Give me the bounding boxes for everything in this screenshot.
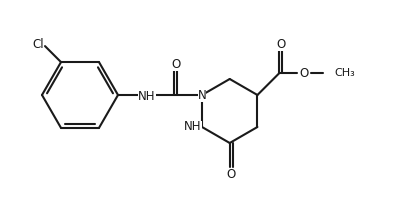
Text: O: O	[226, 168, 236, 181]
Text: N: N	[198, 89, 207, 102]
Text: O: O	[300, 67, 309, 80]
Text: CH₃: CH₃	[334, 68, 355, 78]
Text: Cl: Cl	[32, 38, 44, 51]
Text: NH: NH	[138, 89, 156, 103]
Text: O: O	[276, 37, 285, 50]
Text: NH: NH	[184, 121, 202, 133]
Text: O: O	[171, 57, 180, 70]
